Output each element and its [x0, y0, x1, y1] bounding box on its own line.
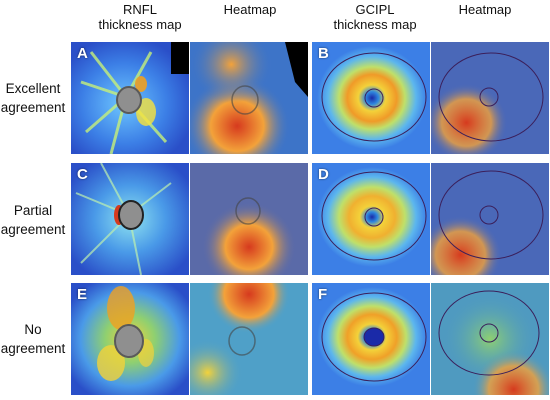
gcipl-map-f: F: [312, 283, 430, 395]
gcipl-header: GCIPL thickness map: [333, 2, 417, 32]
heatmap-header-1: Heatmap: [223, 2, 277, 17]
heatmap-c: [190, 163, 308, 275]
heatmap-b: [431, 42, 549, 154]
row-label-partial: Partial agreement: [0, 203, 66, 237]
panel-letter-b: B: [318, 45, 329, 62]
panel-letter-a: A: [77, 45, 88, 62]
heatmap-f: [431, 283, 549, 395]
panel-letter-e: E: [77, 286, 88, 303]
row-label-none: No agreement: [0, 322, 66, 356]
rnfl-map-e: E: [71, 283, 189, 395]
gcipl-map-b: B: [312, 42, 430, 154]
panel-letter-c: C: [77, 166, 88, 183]
panel-letter-f: F: [318, 286, 328, 303]
heatmap-header-2: Heatmap: [458, 2, 512, 17]
rnfl-map-c: C: [71, 163, 189, 275]
heatmap-e: [190, 283, 308, 395]
gcipl-map-d: D: [312, 163, 430, 275]
panel-letter-d: D: [318, 166, 329, 183]
heatmap-a: [190, 42, 308, 154]
rnfl-header: RNFL thickness map: [98, 2, 182, 32]
heatmap-d: [431, 163, 549, 275]
row-label-excellent: Excellent agreement: [0, 81, 66, 115]
rnfl-map-a: A: [71, 42, 189, 154]
